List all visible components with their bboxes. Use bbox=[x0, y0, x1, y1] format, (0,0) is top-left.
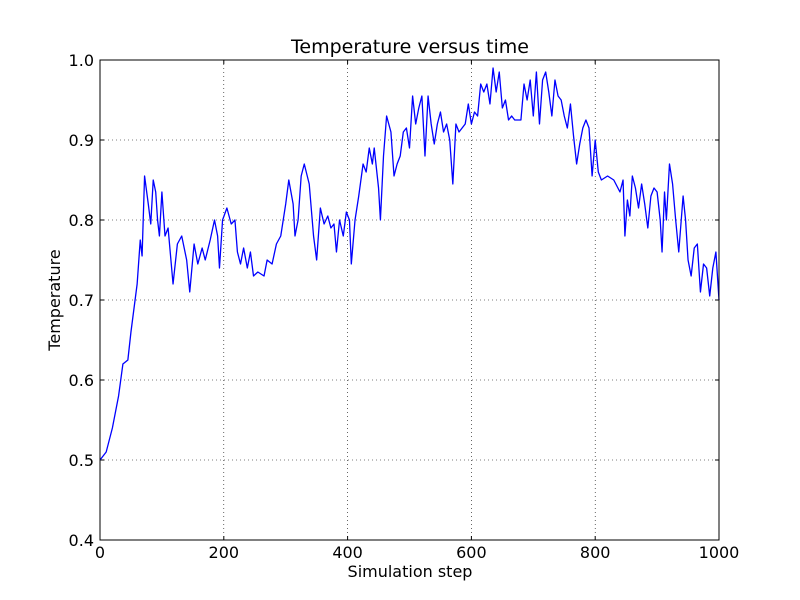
y-tick-label: 0.5 bbox=[69, 451, 94, 470]
data-line bbox=[99, 67, 720, 461]
x-tick-label: 800 bbox=[580, 543, 611, 562]
x-tick-label: 600 bbox=[456, 543, 487, 562]
plot-frame bbox=[99, 59, 720, 541]
x-tick-label: 200 bbox=[209, 543, 240, 562]
y-tick-label: 0.8 bbox=[69, 211, 94, 230]
y-tick-label: 0.7 bbox=[69, 291, 94, 310]
y-tick-label: 0.6 bbox=[69, 371, 94, 390]
x-tick-label: 400 bbox=[332, 543, 363, 562]
x-tick-label: 0 bbox=[95, 543, 105, 562]
x-tick-label: 1000 bbox=[699, 543, 740, 562]
y-tick-label: 0.4 bbox=[69, 531, 94, 550]
y-axis-label: Temperature bbox=[45, 249, 64, 351]
chart-title: Temperature versus time bbox=[290, 36, 529, 58]
y-tick-label: 1.0 bbox=[69, 51, 94, 70]
x-axis-label: Simulation step bbox=[348, 562, 473, 581]
y-tick-label: 0.9 bbox=[69, 131, 94, 150]
